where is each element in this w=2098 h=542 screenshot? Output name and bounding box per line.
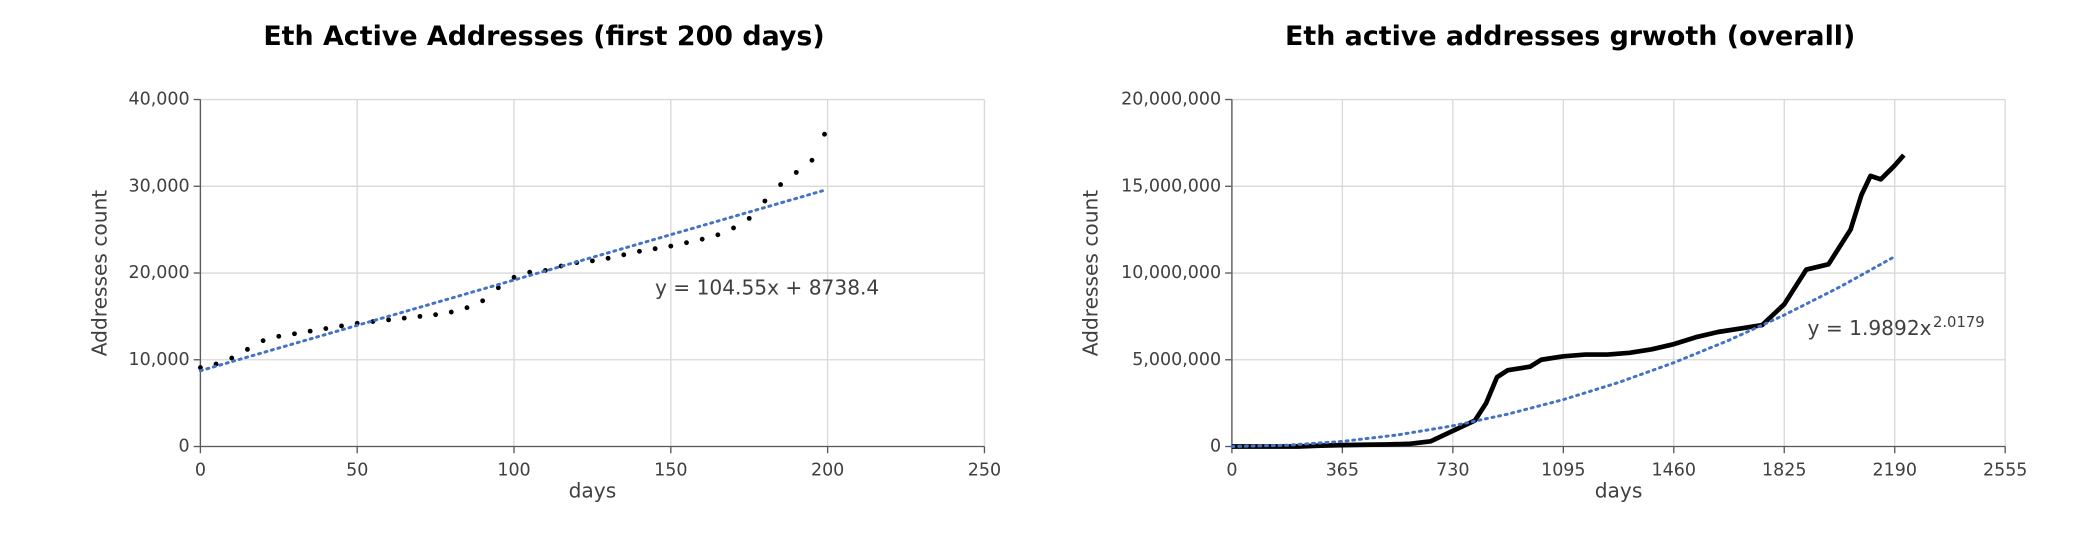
data-point: [762, 198, 768, 204]
data-point: [276, 333, 282, 339]
trend-equation: y = 104.55x + 8738.4: [655, 276, 879, 300]
x-tick-label: 150: [654, 461, 687, 481]
x-tick-label: 50: [346, 461, 368, 481]
data-point: [480, 298, 486, 304]
data-point: [589, 258, 595, 264]
x-tick-label: 0: [195, 461, 206, 481]
data-point: [229, 355, 235, 361]
data-point: [668, 243, 674, 249]
y-tick-label: 30,000: [129, 176, 190, 196]
x-tick-label: 1825: [1762, 461, 1806, 481]
x-tick-label: 2190: [1872, 461, 1916, 481]
trend-equation: y = 1.9892x: [1808, 316, 1932, 340]
data-point: [386, 317, 391, 323]
data-point: [401, 315, 407, 321]
x-tick-label: 1460: [1652, 461, 1696, 481]
y-axis-title: Addresses count: [1079, 190, 1103, 357]
x-tick-label: 0: [1226, 461, 1237, 481]
data-point: [731, 225, 736, 231]
data-point: [746, 215, 752, 221]
x-tick-label: 1095: [1541, 461, 1585, 481]
x-axis-title: days: [1595, 479, 1643, 503]
data-point: [715, 232, 721, 238]
data-point: [809, 157, 815, 163]
data-point: [433, 312, 439, 318]
y-tick-label: 20,000,000: [1121, 90, 1221, 110]
data-point: [778, 182, 784, 187]
data-point: [417, 313, 423, 319]
x-tick-label: 2555: [1983, 461, 2027, 481]
y-tick-label: 15,000,000: [1121, 176, 1221, 196]
data-point: [637, 248, 642, 254]
chart-title: Eth Active Addresses (first 200 days): [263, 21, 824, 52]
trendline: [198, 188, 826, 373]
data-point: [323, 326, 329, 331]
x-tick-label: 250: [968, 461, 1001, 481]
y-tick-label: 20,000: [129, 263, 190, 283]
data-point: [495, 285, 501, 291]
data-point: [511, 274, 517, 280]
y-tick-label: 0: [1210, 437, 1221, 457]
y-tick-label: 10,000: [129, 350, 190, 370]
y-tick-label: 0: [179, 437, 190, 457]
y-tick-label: 40,000: [129, 90, 190, 110]
data-point: [699, 236, 705, 242]
x-tick-label: 365: [1326, 461, 1359, 481]
data-point: [684, 240, 689, 246]
y-tick-label: 5,000,000: [1132, 350, 1221, 370]
x-axis-title: days: [569, 479, 617, 503]
x-tick-label: 730: [1436, 461, 1469, 481]
data-point: [339, 323, 344, 329]
data-point: [245, 346, 250, 352]
data-point: [260, 338, 266, 344]
data-point: [822, 131, 827, 137]
y-axis-title: Addresses count: [87, 190, 111, 357]
data-point: [197, 365, 203, 370]
trend-exponent: 2.0179: [1933, 314, 1985, 331]
data-point: [292, 331, 297, 337]
data-point: [527, 269, 533, 275]
data-point: [793, 169, 799, 175]
data-point: [464, 305, 470, 311]
x-tick-label: 100: [497, 461, 530, 481]
data-point: [652, 246, 658, 252]
data-point: [307, 328, 313, 334]
x-tick-label: 200: [811, 461, 844, 481]
data-point: [621, 252, 627, 258]
trendline: [1230, 255, 1897, 448]
data-point: [605, 255, 611, 261]
data-line: [1231, 153, 1906, 449]
data-point: [448, 309, 454, 315]
y-tick-label: 10,000,000: [1121, 263, 1221, 283]
chart-title: Eth active addresses grwoth (overall): [1285, 21, 1855, 52]
